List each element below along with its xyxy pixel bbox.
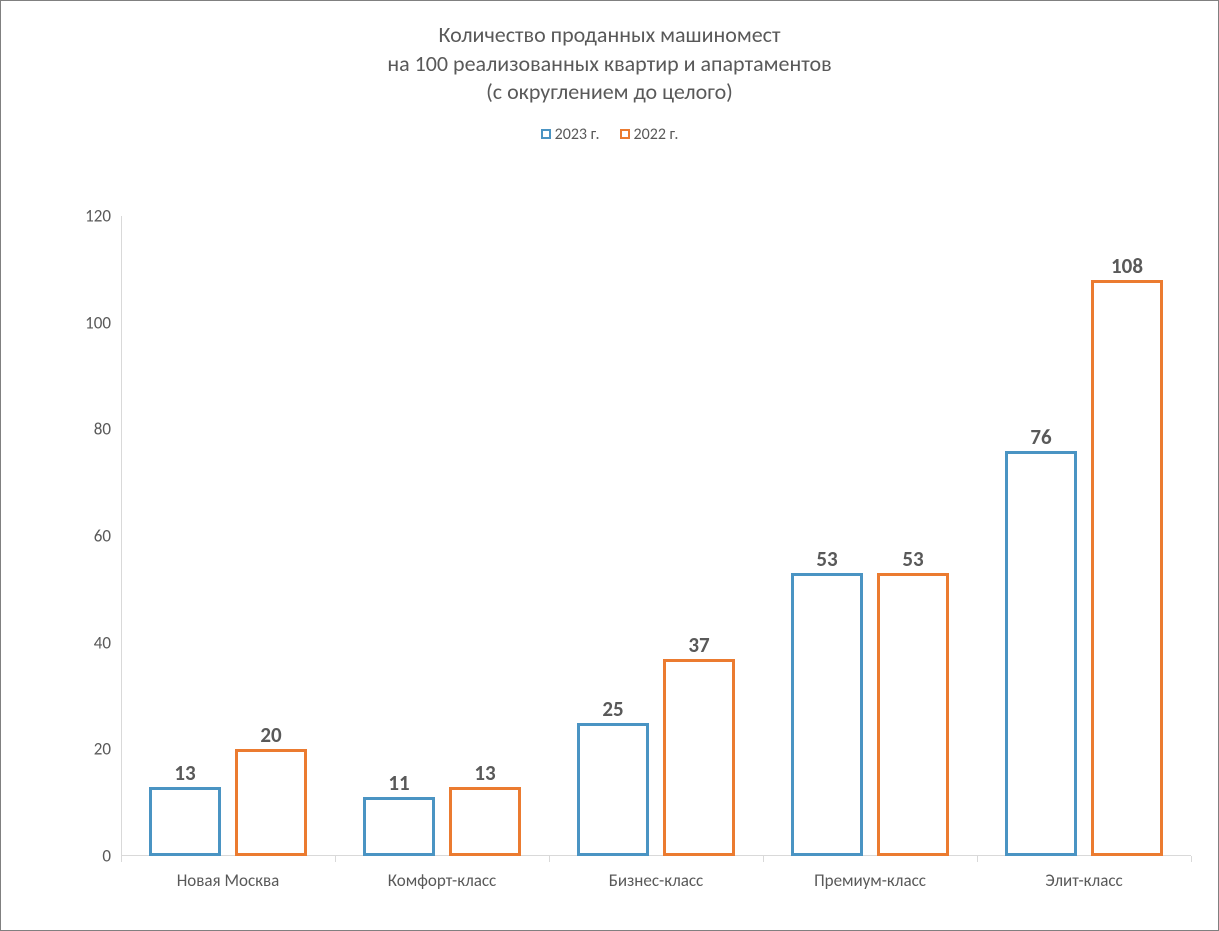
bar-group: 5353 [791,216,949,856]
legend-swatch-2023 [541,129,551,139]
legend-label-2022: 2022 г. [634,125,679,144]
y-tick-label: 60 [94,526,111,547]
y-tick-label: 120 [85,206,111,227]
bar-value-label: 13 [474,760,495,786]
bar: 13 [449,787,521,856]
chart-container: Количество проданных машиномест на 100 р… [0,0,1219,931]
legend-swatch-2022 [620,129,630,139]
bar-group: 2537 [577,216,735,856]
bar-group: 1113 [363,216,521,856]
legend: 2023 г. 2022 г. [1,125,1218,144]
x-tick-mark [1191,856,1192,862]
bar: 25 [577,723,649,856]
title-line-2: на 100 реализованных квартир и апартамен… [1,50,1218,79]
x-tick-mark [121,856,122,862]
legend-label-2023: 2023 г. [555,125,600,144]
x-tick-mark [335,856,336,862]
bar: 76 [1005,451,1077,856]
title-line-1: Количество проданных машиномест [1,21,1218,50]
bar-value-label: 53 [816,546,837,572]
title-line-3: (с округлением до целого) [1,78,1218,107]
y-axis-line [121,216,122,856]
legend-item-2022: 2022 г. [620,125,679,144]
bar: 53 [791,573,863,856]
y-axis: 020406080100120 [71,216,121,856]
bar-value-label: 37 [688,632,709,658]
bar: 11 [363,797,435,856]
x-tick-mark [977,856,978,862]
chart-title: Количество проданных машиномест на 100 р… [1,1,1218,107]
y-tick-label: 20 [94,739,111,760]
x-tick-label: Элит-класс [1045,870,1122,891]
bars-region: 1320Новая Москва1113Комфорт-класс2537Биз… [121,216,1191,856]
bar-value-label: 20 [260,722,281,748]
bar: 20 [235,749,307,856]
y-tick-label: 40 [94,632,111,653]
x-tick-label: Комфорт-класс [388,870,496,891]
x-tick-mark [763,856,764,862]
bar-value-label: 13 [174,760,195,786]
bar-group: 1320 [149,216,307,856]
x-tick-mark [549,856,550,862]
bar: 37 [663,659,735,856]
bar-value-label: 53 [902,546,923,572]
bar: 13 [149,787,221,856]
legend-item-2023: 2023 г. [541,125,600,144]
bar-value-label: 25 [602,696,623,722]
y-tick-label: 80 [94,419,111,440]
x-tick-label: Новая Москва [177,870,280,891]
bar-group: 76108 [1005,216,1163,856]
x-tick-label: Премиум-класс [814,870,926,891]
bar: 53 [877,573,949,856]
bar-value-label: 76 [1030,424,1051,450]
bar-value-label: 108 [1111,253,1143,279]
plot-area: 020406080100120 1320Новая Москва1113Комф… [71,216,1191,856]
x-tick-label: Бизнес-класс [609,870,703,891]
bar-value-label: 11 [388,770,409,796]
y-tick-label: 100 [85,312,111,333]
bar: 108 [1091,280,1163,856]
y-tick-label: 0 [102,846,111,867]
